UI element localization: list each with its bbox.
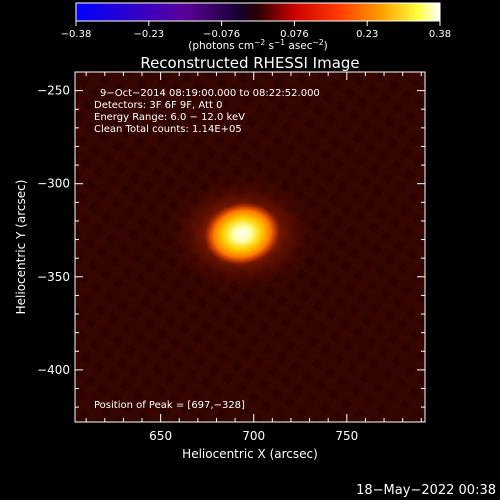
y-tick-label: −400 (37, 363, 70, 377)
peak-position-label: Position of Peak = [697,−328] (94, 400, 245, 411)
x-axis-label: Heliocentric X (arcsec) (182, 447, 318, 461)
colorbar-ticks: −0.38 −0.23 −0.076 0.076 0.23 0.38 (61, 21, 451, 40)
colorbar-tick-label: −0.23 (133, 29, 164, 40)
plot-frame (74, 71, 426, 423)
y-tick-label: −300 (37, 177, 70, 191)
chart-title: Reconstructed RHESSI Image (140, 54, 359, 72)
y-tick-label: −350 (37, 270, 70, 284)
x-axis: 650 700 750 (85, 72, 422, 443)
colorbar-tick-label: 0.23 (356, 29, 378, 40)
info-block: 9−Oct−2014 08:19:00.000 to 08:22:52.000 … (94, 88, 320, 135)
colorbar-tick-label: 0.38 (429, 29, 451, 40)
y-axis: −250 −300 −350 −400 (37, 71, 425, 408)
info-clean-counts: Clean Total counts: 1.14E+05 (94, 124, 242, 135)
colorbar-tick-label: −0.38 (61, 29, 92, 40)
image-plot (75, 72, 425, 422)
colorbar-unit: (photons cm−2 s−1 asec−2) (188, 38, 327, 52)
y-tick-label: −250 (37, 84, 70, 98)
x-tick-label: 700 (242, 429, 265, 443)
colorbar-gradient (75, 2, 441, 22)
x-tick-label: 650 (149, 429, 172, 443)
info-detectors: Detectors: 3F 6F 9F, Att 0 (94, 100, 222, 111)
source-core (204, 202, 280, 265)
colorbar-tick-label: −0.076 (203, 29, 240, 40)
info-time-range: 9−Oct−2014 08:19:00.000 to 08:22:52.000 (100, 88, 320, 99)
timestamp: 18−May−2022 00:38 (356, 483, 496, 498)
colorbar-tick-label: 0.076 (280, 29, 309, 40)
colorbar: −0.38 −0.23 −0.076 0.076 0.23 0.38 (photons c… (61, 2, 451, 52)
y-axis-label: Heliocentric Y (arcsec) (14, 180, 28, 315)
x-tick-label: 750 (335, 429, 358, 443)
info-energy-range: Energy Range: 6.0 − 12.0 keV (94, 112, 245, 123)
